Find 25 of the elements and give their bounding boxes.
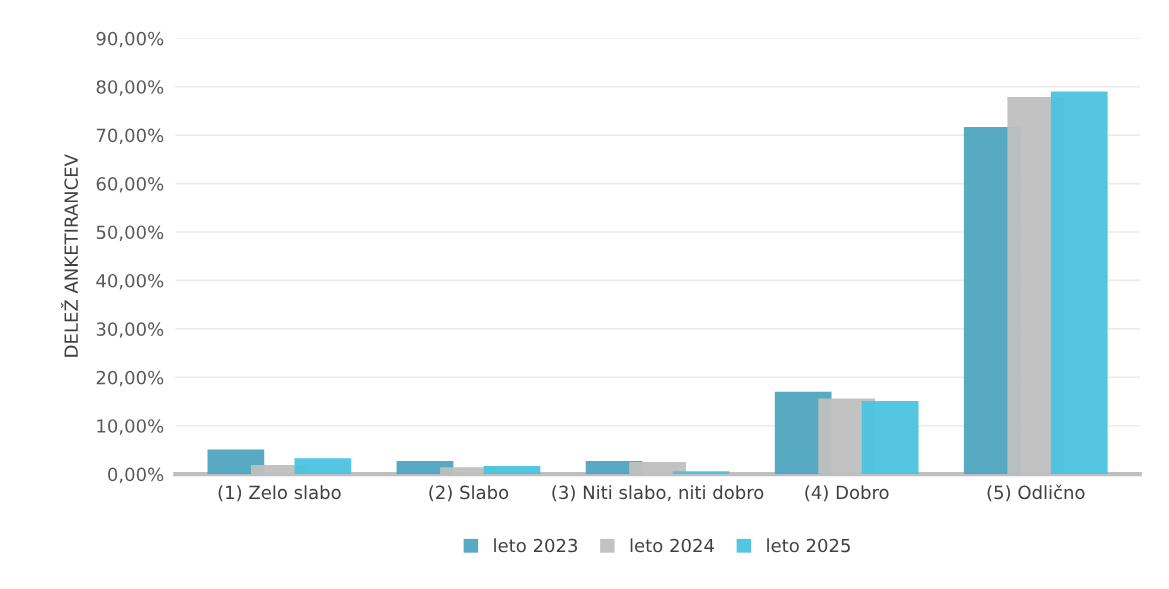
bar [207, 449, 265, 475]
bar [1050, 91, 1108, 475]
bar [483, 465, 541, 475]
legend-label: leto 2024 [630, 538, 714, 553]
y-tick-label: 40,00% [96, 273, 164, 290]
legend-label: leto 2025 [767, 538, 850, 553]
x-tick-label: (4) Dobro [805, 485, 889, 502]
y-axis-title: DELEŽ ANKETIRANCEV [61, 154, 79, 357]
y-tick-label: 60,00% [96, 177, 164, 193]
y-tick-label: 20,00% [96, 370, 164, 387]
y-tick-label: 70,00% [96, 128, 164, 145]
y-tick-label: 30,00% [96, 322, 164, 338]
bar [861, 401, 919, 475]
y-tick-label: 0,00% [108, 467, 164, 484]
x-tick-label: (2) Slabo [429, 485, 509, 502]
y-tick-label: 80,00% [96, 80, 164, 96]
y-tick-label: 10,00% [97, 419, 164, 435]
y-tick-label: 90,00% [96, 31, 164, 48]
x-tick-label: (1) Zelo slabo [218, 485, 341, 502]
y-tick-label: 50,00% [96, 225, 164, 241]
x-tick-label: (3) Niti slabo, niti dobro [552, 485, 764, 502]
bar [672, 471, 730, 475]
legend-label: leto 2023 [494, 538, 578, 553]
x-tick-label: (5) Odlično [987, 484, 1085, 502]
bar [294, 458, 352, 475]
